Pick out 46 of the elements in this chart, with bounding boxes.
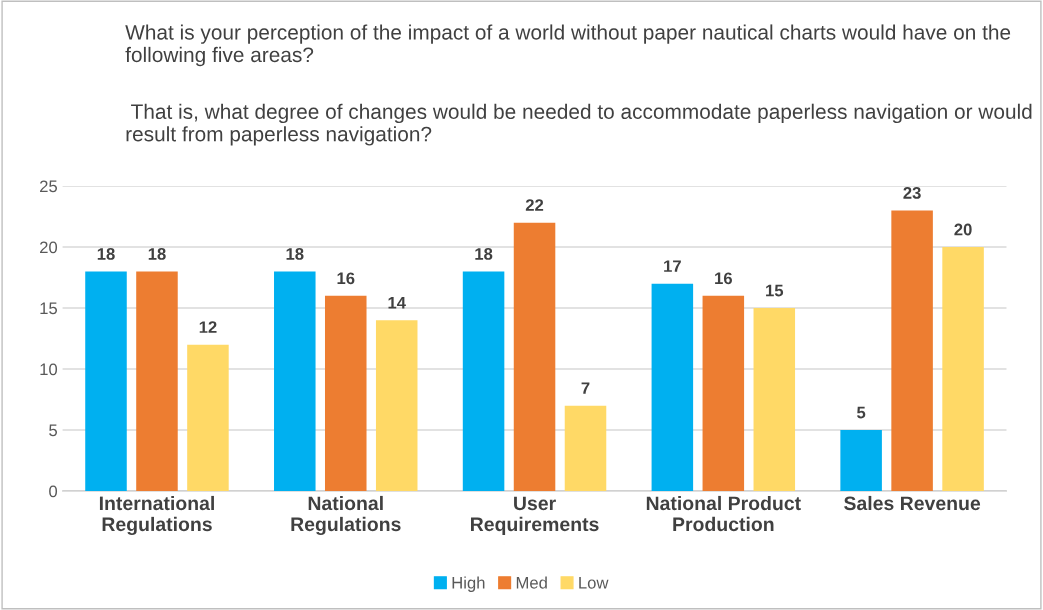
bar bbox=[324, 295, 367, 492]
data-label: 20 bbox=[954, 223, 972, 236]
data-label: 5 bbox=[857, 406, 866, 419]
data-label: 18 bbox=[475, 248, 493, 260]
data-label: 16 bbox=[337, 272, 355, 285]
bar bbox=[840, 430, 882, 492]
y-tick-label: 5 bbox=[49, 424, 58, 437]
x-tick-label: User Requirements bbox=[471, 496, 599, 535]
bar bbox=[274, 271, 316, 492]
data-label: 18 bbox=[97, 248, 115, 260]
legend-label: Low bbox=[579, 577, 609, 589]
x-tick-label: National Product Production bbox=[646, 495, 801, 532]
x-tick-label: International Regulations bbox=[99, 495, 214, 536]
data-label: 22 bbox=[525, 199, 544, 211]
bar bbox=[462, 271, 505, 492]
data-label: 18 bbox=[148, 248, 166, 260]
chart-subtitle: That is, what degree of changes would be needed to accommodate paperless navigation or would result from paperless navigation? bbox=[126, 103, 1032, 146]
x-tick-label: National Regulations bbox=[291, 495, 401, 536]
bar bbox=[85, 271, 127, 492]
bar bbox=[651, 283, 694, 492]
legend-label: High bbox=[452, 576, 485, 592]
bar bbox=[513, 222, 556, 492]
data-label: 14 bbox=[388, 296, 406, 309]
y-tick-label: 0 bbox=[49, 485, 58, 498]
bar bbox=[564, 405, 607, 492]
data-label: 12 bbox=[199, 321, 217, 333]
y-tick-label: 20 bbox=[40, 241, 58, 254]
bar bbox=[187, 344, 229, 492]
y-tick-label: 15 bbox=[40, 302, 58, 315]
y-tick-label: 10 bbox=[40, 363, 58, 376]
legend-label: Med bbox=[516, 576, 547, 589]
bar bbox=[375, 320, 418, 492]
bar bbox=[136, 271, 178, 492]
data-label: 23 bbox=[903, 187, 921, 199]
bar bbox=[942, 247, 984, 492]
y-tick-label: 25 bbox=[40, 180, 58, 193]
data-label: 16 bbox=[715, 272, 732, 285]
data-label: 7 bbox=[581, 382, 590, 394]
bar bbox=[753, 308, 796, 492]
x-tick-label: Sales Revenue bbox=[844, 495, 981, 511]
data-label: 18 bbox=[286, 248, 304, 260]
data-label: 15 bbox=[766, 284, 784, 297]
bar bbox=[702, 295, 745, 492]
bar bbox=[891, 210, 933, 492]
chart-title: What is your perception of the impact of a world without paper nautical charts would have on the following five areas? bbox=[125, 24, 1011, 67]
data-label: 17 bbox=[664, 260, 681, 272]
